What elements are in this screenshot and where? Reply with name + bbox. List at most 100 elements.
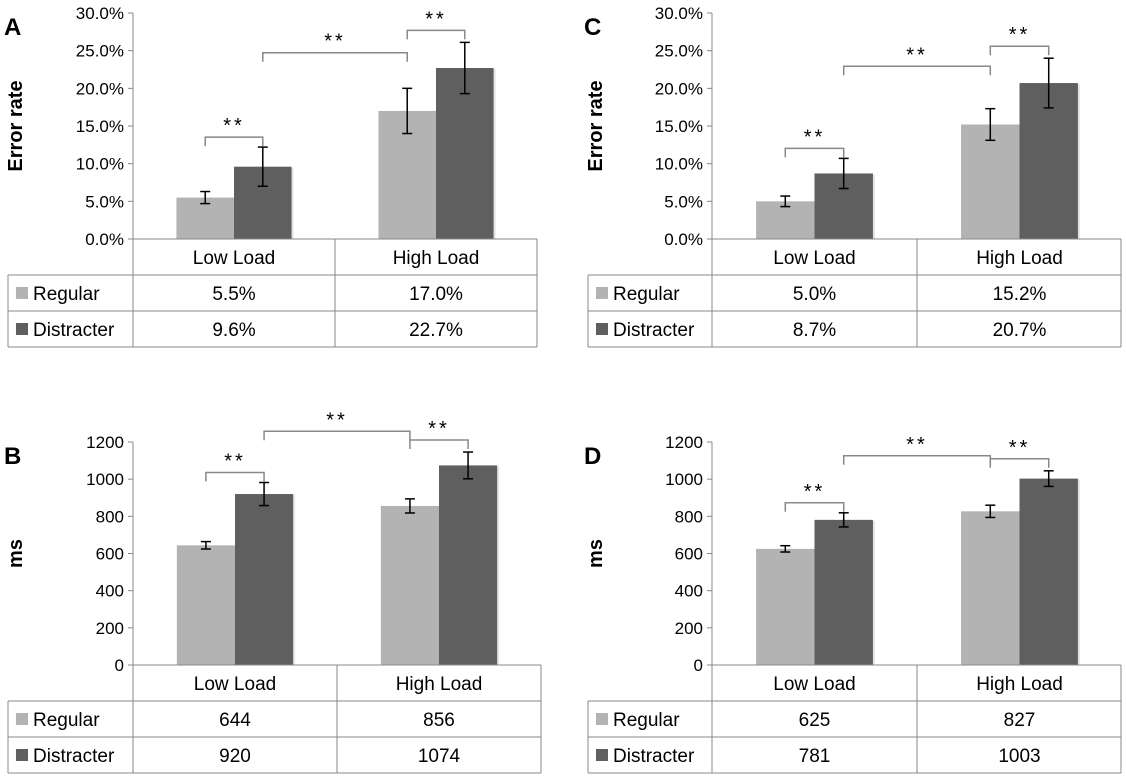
legend-label: Regular <box>613 284 680 305</box>
significance-label: ** <box>804 481 826 503</box>
y-tick-label: 600 <box>675 545 703 564</box>
y-tick-label: 1200 <box>86 433 124 452</box>
significance-label: ** <box>906 44 928 66</box>
bar-regular <box>176 197 234 239</box>
significance-bracket <box>204 136 264 147</box>
panel-letter: D <box>584 443 601 470</box>
data-label: 20.7% <box>993 320 1047 341</box>
data-label: 9.6% <box>212 320 255 341</box>
data-label: 856 <box>423 710 455 731</box>
significance-bracket <box>989 45 1050 56</box>
significance-bracket <box>205 471 265 482</box>
panel-c: C Error rate 0.0% 5.0% 10.0% 15.0% 20.0% 25.0% 3… <box>584 4 1122 348</box>
y-tick-label: 10.0% <box>655 155 703 174</box>
bar-regular <box>756 548 815 665</box>
legend-swatch-regular <box>16 713 28 725</box>
legend-swatch-distracter <box>16 749 28 761</box>
legend-label: Regular <box>33 710 100 731</box>
significance-label: ** <box>224 451 246 473</box>
y-tick-label: 600 <box>96 545 124 564</box>
data-label: 8.7% <box>793 320 836 341</box>
legend-label: Distracter <box>33 746 115 767</box>
x-category-label: Low Load <box>773 248 855 269</box>
legend-label: Regular <box>33 284 100 305</box>
panel-a: A Error rate 0.0% 5.0% 10.0% 15.0% 20.0% 25.0% 3… <box>4 4 538 348</box>
y-tick-label: 400 <box>96 582 124 601</box>
data-table: Low Load High Load Regular 625 827 Distracter… <box>587 664 1122 774</box>
y-axis-label: ms <box>5 539 27 568</box>
significance-label: ** <box>326 409 348 431</box>
x-category-label: Low Load <box>773 674 855 695</box>
data-label: 1003 <box>998 746 1040 767</box>
legend-swatch-regular <box>596 713 608 725</box>
panel-b: Bms 0 200 400 600 800 1000 1200 ** ** ** Low Load Hi… <box>4 409 542 774</box>
y-tick-label: 25.0% <box>76 42 124 61</box>
y-axis-label: Error rate <box>585 80 607 171</box>
y-tick-label: 20.0% <box>655 79 703 98</box>
y-tick-label: 0.0% <box>85 230 124 249</box>
legend-label: Distracter <box>613 320 695 341</box>
y-tick-label: 0 <box>694 656 703 675</box>
significance-bracket <box>409 439 469 450</box>
significance-label: ** <box>223 115 245 137</box>
significance-bracket <box>784 147 845 158</box>
data-table: Low Load High Load Regular 644 856 Distracter… <box>7 664 542 774</box>
y-tick-label: 0.0% <box>664 230 703 249</box>
data-label: 644 <box>219 710 251 731</box>
y-tick-label: 200 <box>675 619 703 638</box>
y-tick-label: 5.0% <box>664 192 703 211</box>
data-label: 827 <box>1004 710 1036 731</box>
y-tick-label: 25.0% <box>655 42 703 61</box>
data-table: Low Load High Load Regular 5.5% 17.0% Distrac… <box>7 238 538 348</box>
y-tick-label: 15.0% <box>76 117 124 136</box>
x-category-label: Low Load <box>193 248 275 269</box>
bar-distracter <box>235 494 294 665</box>
x-category-label: High Load <box>396 674 483 695</box>
bar-distracter <box>814 519 873 665</box>
significance-bracket <box>262 51 408 62</box>
significance-bracket <box>842 455 992 465</box>
legend-swatch-distracter <box>596 323 608 335</box>
legend-swatch-distracter <box>596 749 608 761</box>
x-category-label: Low Load <box>194 674 276 695</box>
legend-swatch-regular <box>596 287 608 299</box>
legend-label: Distracter <box>33 320 115 341</box>
data-label: 1074 <box>418 746 461 767</box>
significance-label: ** <box>425 8 447 30</box>
data-label: 5.0% <box>793 284 836 305</box>
bar-distracter <box>439 465 498 665</box>
significance-label: ** <box>804 126 826 148</box>
bar-distracter <box>436 67 494 239</box>
x-category-label: High Load <box>976 248 1063 269</box>
y-tick-label: 800 <box>675 507 703 526</box>
data-label: 625 <box>799 710 831 731</box>
bar-distracter <box>1019 478 1078 665</box>
y-tick-label: 1000 <box>665 470 703 489</box>
y-tick-label: 1000 <box>86 470 124 489</box>
y-tick-label: 10.0% <box>76 155 124 174</box>
y-tick-label: 15.0% <box>655 117 703 136</box>
y-tick-label: 200 <box>96 619 124 638</box>
y-tick-label: 30.0% <box>76 4 124 23</box>
x-category-label: High Load <box>393 248 480 269</box>
panel-letter: A <box>4 14 21 41</box>
significance-bracket <box>989 458 1050 468</box>
legend-label: Distracter <box>613 746 695 767</box>
significance-label: ** <box>906 434 928 456</box>
legend-swatch-distracter <box>16 323 28 335</box>
y-tick-label: 20.0% <box>76 79 124 98</box>
y-tick-label: 1200 <box>665 433 703 452</box>
bar-regular <box>176 545 235 665</box>
data-label: 22.7% <box>409 320 463 341</box>
panel-d: Dms 0 200 400 600 800 1000 1200 ** ** ** Low Load Hi… <box>584 433 1122 774</box>
y-tick-label: 0 <box>115 656 124 675</box>
bar-regular <box>380 505 439 665</box>
bar-regular <box>961 511 1020 665</box>
y-tick-label: 400 <box>675 582 703 601</box>
significance-label: ** <box>324 31 346 53</box>
significance-label: ** <box>428 418 450 440</box>
significance-bracket <box>263 430 411 441</box>
panel-letter: B <box>4 443 21 470</box>
data-label: 5.5% <box>212 284 255 305</box>
